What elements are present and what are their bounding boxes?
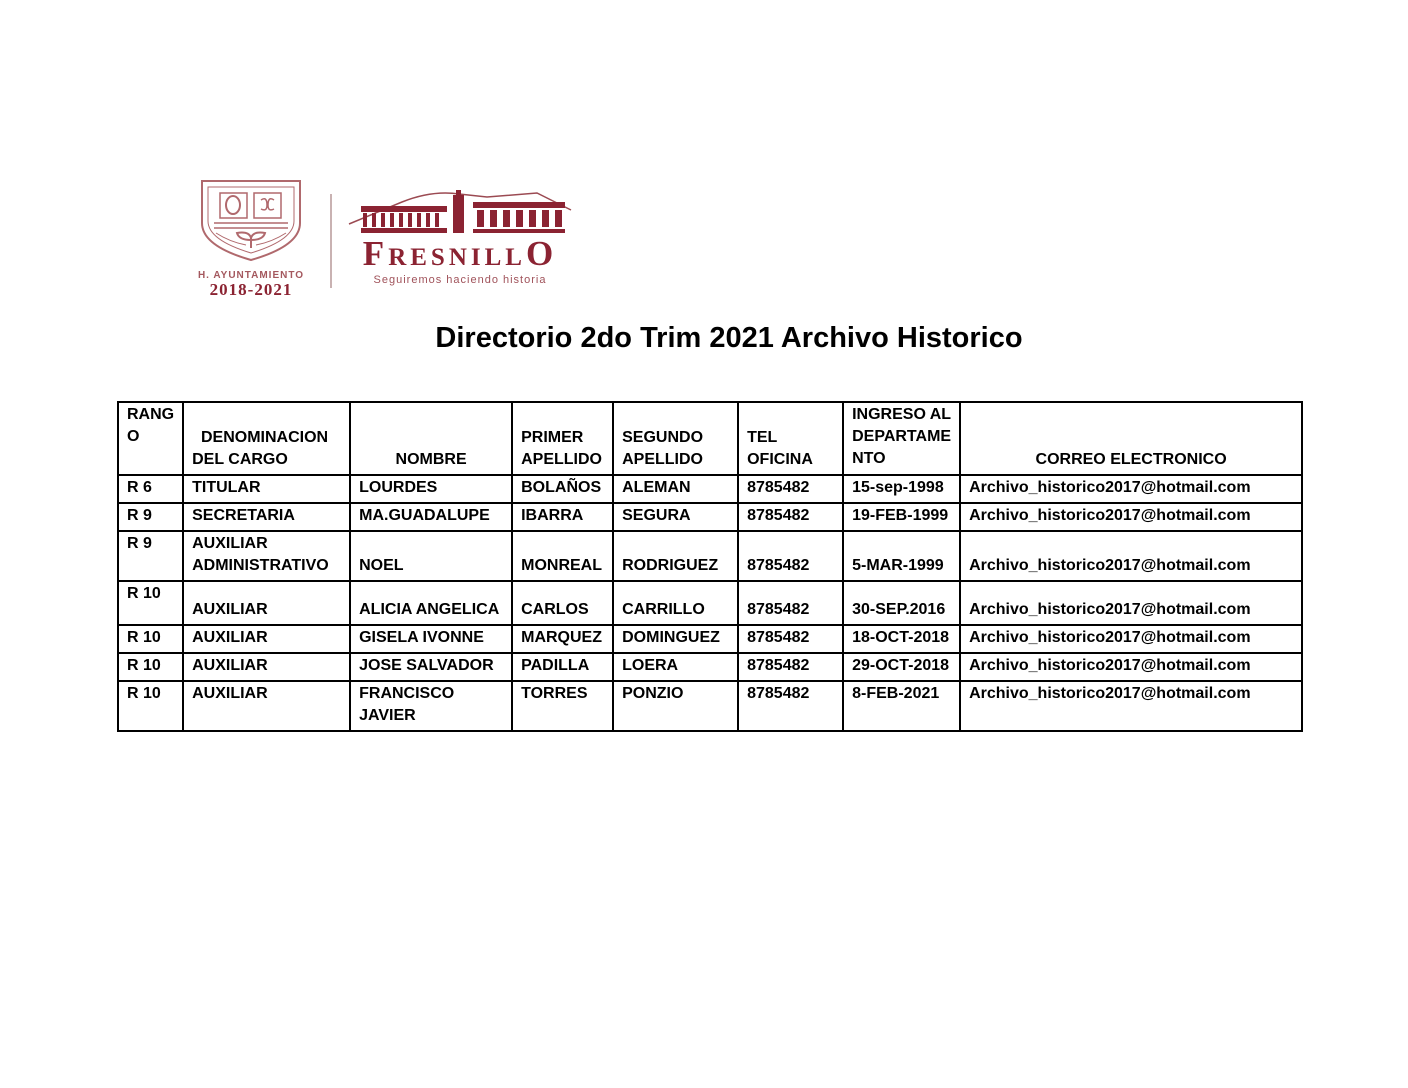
cell-nombre: NOEL [349,530,514,582]
directory-table: RANG O DENOMINACION DEL CARGO NOMBRE PRI… [116,401,1304,732]
table-row: R 9 SECRETARIA MA.GUADALUPE IBARRA SEGUR… [116,502,1304,532]
cell-cargo: SECRETARIA [182,502,352,532]
cell-cargo: AUXILIAR [182,652,352,682]
logo-band: H. AYUNTAMIENTO 2018-2021 [188,176,576,299]
cell-segundo-apellido: ALEMAN [612,474,740,504]
cell-tel: 8785482 [737,474,845,504]
cell-tel: 8785482 [737,530,845,582]
cell-primer-apellido: CARLOS [511,580,615,626]
cell-ingreso: 29-OCT-2018 [842,652,962,682]
cell-primer-apellido: MONREAL [511,530,615,582]
cell-correo: Archivo_historico2017@hotmail.com [959,680,1304,732]
cell-correo: Archivo_historico2017@hotmail.com [959,502,1304,532]
cell-segundo-apellido: PONZIO [612,680,740,732]
cell-ingreso: 18-OCT-2018 [842,624,962,654]
cell-cargo: AUXILIAR [182,624,352,654]
th-nombre: NOMBRE [349,401,514,476]
cell-ingreso: 5-MAR-1999 [842,530,962,582]
cell-nombre: JOSE SALVADOR [349,652,514,682]
cell-correo: Archivo_historico2017@hotmail.com [959,530,1304,582]
cell-tel: 8785482 [737,502,845,532]
table-header-row: RANG O DENOMINACION DEL CARGO NOMBRE PRI… [116,401,1304,476]
cell-segundo-apellido: SEGURA [612,502,740,532]
cell-correo: Archivo_historico2017@hotmail.com [959,580,1304,626]
cell-segundo-apellido: DOMINGUEZ [612,624,740,654]
cell-nombre: MA.GUADALUPE [349,502,514,532]
city-crest: H. AYUNTAMIENTO 2018-2021 [188,176,314,299]
cell-rango: R 6 [116,474,185,504]
cell-nombre: LOURDES [349,474,514,504]
th-primer-apellido: PRIMER APELLIDO [511,401,615,476]
table-row: R 10 AUXILIAR ALICIA ANGELICA CARLOS CAR… [116,580,1304,626]
cell-correo: Archivo_historico2017@hotmail.com [959,652,1304,682]
cell-ingreso: 30-SEP.2016 [842,580,962,626]
cell-rango: R 10 [116,680,185,732]
cell-primer-apellido: PADILLA [511,652,615,682]
cell-segundo-apellido: RODRIGUEZ [612,530,740,582]
cell-tel: 8785482 [737,580,845,626]
page-title: Directorio 2do Trim 2021 Archivo Histori… [435,322,1023,354]
cell-tel: 8785482 [737,624,845,654]
cell-cargo: AUXILIAR [182,580,352,626]
crest-caption: H. AYUNTAMIENTO [197,270,305,281]
cell-cargo: TITULAR [182,474,352,504]
table-row: R 10 AUXILIAR FRANCISCO JAVIER TORRES PO… [116,680,1304,732]
cell-rango: R 9 [116,502,185,532]
crest-years: 2018-2021 [209,280,293,299]
table-row: R 10 AUXILIAR GISELA IVONNE MARQUEZ DOMI… [116,624,1304,654]
cell-nombre: ALICIA ANGELICA [349,580,514,626]
th-segundo-apellido: SEGUNDO APELLIDO [612,401,740,476]
brand-name: FRESNILLO [344,236,576,276]
brand-final: O [525,234,558,273]
cell-cargo: AUXILIAR [182,680,352,732]
cell-cargo: AUXILIAR ADMINISTRATIVO [182,530,352,582]
table-row: R 10 AUXILIAR JOSE SALVADOR PADILLA LOER… [116,652,1304,682]
cell-segundo-apellido: LOERA [612,652,740,682]
brand-initial: F [362,234,389,273]
th-denominacion-cargo: DENOMINACION DEL CARGO [182,401,352,476]
cell-rango: R 10 [116,652,185,682]
brand-tagline: Seguiremos haciendo historia [373,274,547,286]
cell-correo: Archivo_historico2017@hotmail.com [959,474,1304,504]
cell-tel: 8785482 [737,680,845,732]
cell-primer-apellido: IBARRA [511,502,615,532]
ayuntamiento-crest-icon [201,180,301,262]
cell-primer-apellido: BOLAÑOS [511,474,615,504]
cell-ingreso: 15-sep-1998 [842,474,962,504]
table-row: R 6 TITULAR LOURDES BOLAÑOS ALEMAN 87854… [116,474,1304,504]
fresnillo-logo: FRESNILLO Seguiremos haciendo historia [344,188,576,286]
th-tel-oficina: TEL OFICINA [737,401,845,476]
cell-rango: R 9 [116,530,185,582]
cell-rango: R 10 [116,580,185,626]
cell-primer-apellido: TORRES [511,680,615,732]
th-ingreso-departamento: INGRESO AL DEPARTAME NTO [842,401,962,476]
logo-divider [330,194,332,288]
cell-nombre: FRANCISCO JAVIER [349,680,514,732]
cell-ingreso: 19-FEB-1999 [842,502,962,532]
cell-rango: R 10 [116,624,185,654]
cell-correo: Archivo_historico2017@hotmail.com [959,624,1304,654]
cell-ingreso: 8-FEB-2021 [842,680,962,732]
cell-segundo-apellido: CARRILLO [612,580,740,626]
cell-tel: 8785482 [737,652,845,682]
bridge-icon [348,190,572,233]
th-rango: RANG O [116,401,185,476]
table-row: R 9 AUXILIAR ADMINISTRATIVO NOEL MONREAL… [116,530,1304,582]
th-correo-electronico: CORREO ELECTRONICO [959,401,1304,476]
cell-nombre: GISELA IVONNE [349,624,514,654]
brand-middle: RESNILL [388,244,526,271]
cell-primer-apellido: MARQUEZ [511,624,615,654]
